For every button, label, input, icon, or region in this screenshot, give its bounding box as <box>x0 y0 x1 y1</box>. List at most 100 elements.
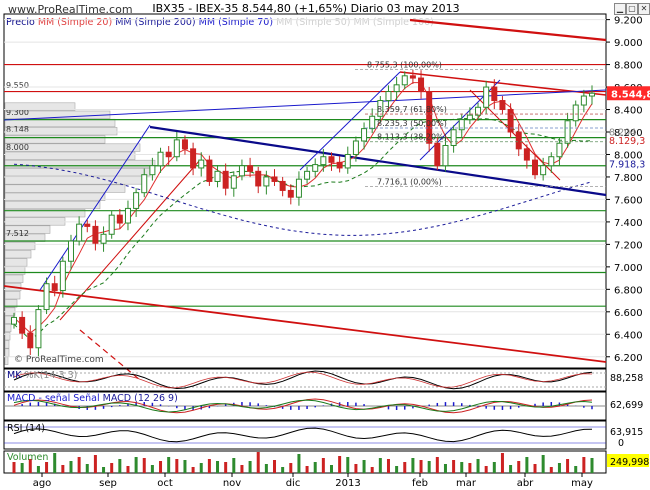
close-icon[interactable]: ✕ <box>638 3 650 15</box>
volume-bar <box>590 458 594 473</box>
fib-label: 8.235,3 (50,00%) <box>377 119 447 128</box>
candle-body <box>263 176 270 187</box>
candle-body <box>165 151 172 158</box>
right-price-label: 8.204 <box>609 128 636 139</box>
volume-profile-bar <box>4 348 10 357</box>
y-tick-label: 6.200 <box>614 353 643 364</box>
stochastic-panel: 88,258 <box>3 368 649 392</box>
volume-profile-bar <box>4 168 151 177</box>
mk-d-line <box>13 371 593 389</box>
candle-body <box>206 159 213 182</box>
volume-profile-bar <box>4 151 136 160</box>
candle-body <box>556 142 563 158</box>
fibonacci: 8.755,3 (100,00%) 8.359,7 (61,80%) 8.235,3… <box>355 61 606 187</box>
volume-bar <box>93 455 97 473</box>
volume-bar <box>207 459 211 473</box>
volume-profile-bar <box>4 127 118 136</box>
volume-bar <box>427 461 431 473</box>
candle-body <box>483 86 490 108</box>
candle-body <box>287 189 294 198</box>
volume-bar <box>142 458 146 473</box>
x-tick-label: sep <box>99 478 117 489</box>
candle-body <box>214 170 221 182</box>
legend-faint: MM (Simple 50) MM (Simple 100) <box>276 17 434 28</box>
volume-profile-bar <box>4 102 76 111</box>
volume-bar <box>224 462 228 473</box>
candle-body <box>312 164 319 172</box>
candle-body <box>507 109 514 133</box>
volume-profile-bar <box>4 241 36 251</box>
candle-body <box>190 148 197 169</box>
x-tick-label: abr <box>517 478 534 489</box>
mid-red-trend <box>399 71 607 96</box>
volume-panel: 249,998 <box>3 450 649 474</box>
candle-body <box>181 139 188 150</box>
volume-profile-bar <box>4 200 101 210</box>
x-tick-label: 2013 <box>335 478 360 489</box>
volume-profile-bar <box>4 332 11 341</box>
volume-bar <box>411 458 415 473</box>
y-tick-label: 8.400 <box>614 106 643 117</box>
ma200-line <box>13 163 593 236</box>
volume-bar <box>419 460 423 473</box>
volume-bar <box>273 460 277 473</box>
volume-bar <box>476 459 480 473</box>
volume-profile-label: 9.300 <box>6 108 29 117</box>
candle-body <box>304 170 311 180</box>
volume-bar <box>36 466 40 473</box>
volume-bar <box>435 457 439 473</box>
volume-profile-bar <box>4 143 141 152</box>
volume-bar <box>468 463 472 473</box>
fib-label: 8.755,3 (100,00%) <box>367 61 442 70</box>
volume-bar <box>338 456 342 473</box>
volume-bar <box>460 462 464 473</box>
volume-frame <box>3 450 607 474</box>
candle-body <box>11 316 17 325</box>
minimize-icon[interactable]: ▁ <box>614 3 626 15</box>
candle-body <box>589 92 595 97</box>
candle-body <box>458 119 465 131</box>
window-toolbar: ▁ ▢ ✕ <box>612 2 650 16</box>
rsi-line <box>13 427 593 443</box>
fib-label: 7.716,1 (0,00%) <box>377 177 442 186</box>
mk-label: MK %K(14 3 3) <box>7 370 78 381</box>
right-price-label: 7.918,3 <box>609 160 645 171</box>
volume-profile-bar <box>4 225 51 234</box>
candle-body <box>434 142 441 167</box>
candle-body <box>352 140 359 155</box>
grid <box>4 19 606 358</box>
brand-label: www.ProRealTime.com <box>8 3 133 16</box>
volume-bar <box>443 464 447 473</box>
volume-bar <box>61 465 65 473</box>
y-tick-label: 9.200 <box>614 16 643 27</box>
rsi-frame <box>3 420 607 450</box>
candle-body <box>230 175 237 189</box>
main-downtrend-line <box>149 125 607 197</box>
volume-bar <box>216 461 220 473</box>
volume-value-box <box>607 454 649 467</box>
volume-bar <box>484 466 488 473</box>
candle-body <box>564 120 571 144</box>
volume-bar <box>12 462 16 473</box>
candle-body <box>320 156 327 166</box>
candle-body <box>222 170 229 189</box>
candle-body <box>540 165 547 176</box>
x-tick-label: ago <box>33 478 52 489</box>
volume-bar <box>386 459 390 473</box>
volume-profile-bar <box>4 323 12 333</box>
candle-body <box>295 178 302 198</box>
watermark: © ProRealTime.com <box>14 355 104 365</box>
candle-body <box>442 144 449 167</box>
y-tick-label: 8.800 <box>614 61 643 72</box>
legend-ma70: MM (Simple 70) <box>198 17 274 28</box>
volume-profile-label: 9.550 <box>6 81 29 90</box>
volume-bar <box>582 457 586 473</box>
volume-profile-label: 8.148 <box>6 125 29 134</box>
volume-bar <box>248 461 252 473</box>
maximize-icon[interactable]: ▢ <box>626 3 638 15</box>
volume-value: 249,998 <box>610 457 649 468</box>
volume-bar <box>183 460 187 473</box>
upper-red-trend <box>409 18 607 42</box>
volume-label: Volumen <box>7 452 49 463</box>
